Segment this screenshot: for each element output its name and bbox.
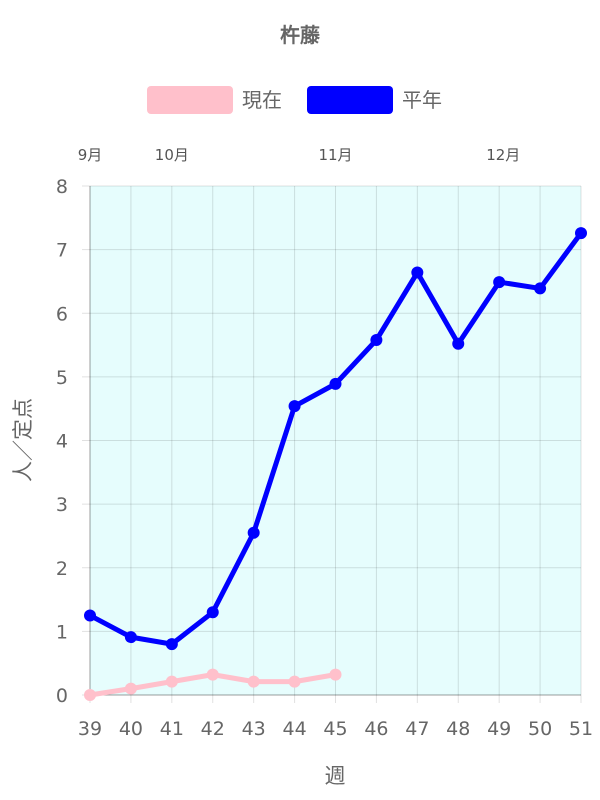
series-1	[84, 227, 587, 651]
data-point	[534, 282, 547, 295]
x-tick-label: 42	[201, 718, 225, 740]
x-tick-label: 41	[160, 718, 184, 740]
month-label: 11月	[318, 146, 352, 164]
x-tick-label: 44	[282, 718, 306, 740]
x-tick-label: 40	[119, 718, 143, 740]
y-tick-label: 5	[56, 367, 68, 389]
y-tick-label: 6	[56, 303, 68, 325]
data-point	[247, 675, 260, 688]
data-point	[370, 333, 383, 346]
legend: 現在 平年	[147, 86, 442, 114]
data-point	[411, 266, 424, 279]
month-label: 10月	[155, 146, 189, 164]
data-point	[288, 675, 301, 688]
y-tick-label: 4	[56, 431, 68, 453]
y-tick-label: 0	[56, 685, 68, 707]
x-tick-label: 47	[405, 718, 429, 740]
x-tick-label: 50	[528, 718, 552, 740]
x-axis-title: 週	[325, 764, 346, 788]
data-point	[84, 609, 96, 622]
month-label: 9月	[78, 146, 103, 164]
data-point	[84, 689, 96, 701]
x-tick-label: 51	[569, 718, 593, 740]
data-point	[452, 337, 465, 350]
y-tick-label: 2	[56, 558, 68, 580]
data-point	[206, 606, 219, 619]
plot-background	[90, 186, 581, 695]
y-tick-label: 8	[56, 176, 68, 198]
x-tick-label: 48	[446, 718, 470, 740]
x-tick-label: 39	[78, 718, 102, 740]
month-labels: 9月 10月 11月 12月	[78, 146, 521, 164]
data-point	[329, 377, 342, 390]
legend-swatch-current	[147, 86, 233, 114]
data-point	[575, 227, 587, 240]
data-point	[124, 631, 137, 644]
x-tick-labels: 39 40 41 42 43 44 45 46 47 48 49 50 51	[78, 718, 593, 740]
data-point	[165, 675, 178, 688]
y-tick-label: 3	[56, 494, 68, 516]
data-point	[329, 668, 342, 681]
y-axis-title: 人／定点	[11, 398, 35, 482]
y-tick-labels: 0 1 2 3 4 5 6 7 8	[56, 176, 68, 707]
data-point	[288, 400, 301, 413]
legend-label-normal-year: 平年	[402, 88, 442, 112]
legend-label-current: 現在	[242, 88, 282, 112]
month-label: 12月	[486, 146, 520, 164]
x-tick-label: 49	[487, 718, 511, 740]
data-point	[165, 638, 178, 651]
chart-title: 杵藤	[280, 23, 321, 47]
y-tick-label: 7	[56, 240, 68, 262]
data-point	[124, 682, 137, 695]
legend-swatch-normal-year	[307, 86, 393, 114]
data-point	[493, 276, 506, 289]
x-tick-label: 45	[323, 718, 347, 740]
y-tick-label: 1	[56, 621, 68, 643]
x-tick-label: 46	[364, 718, 388, 740]
x-tick-label: 43	[242, 718, 266, 740]
data-point	[247, 526, 260, 539]
series-0	[84, 668, 342, 701]
series-layer	[84, 227, 587, 701]
data-point	[206, 668, 219, 681]
